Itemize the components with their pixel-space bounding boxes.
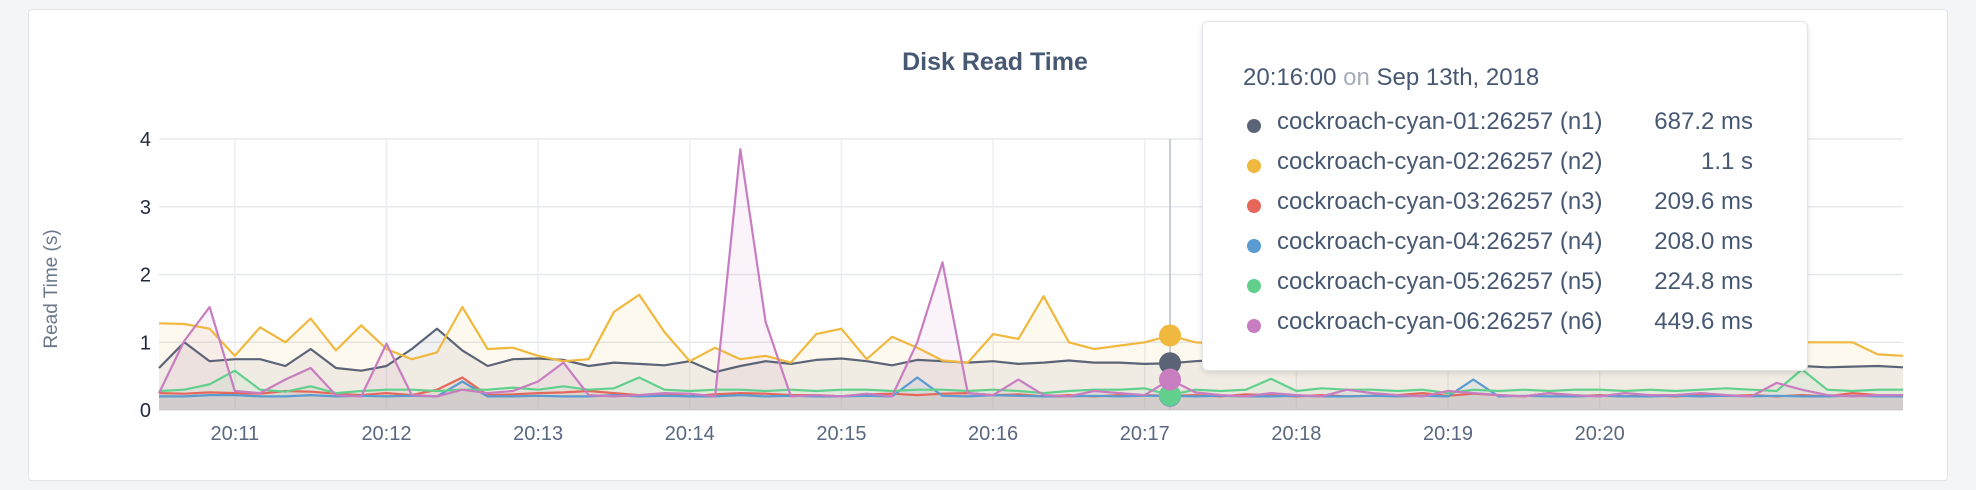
series-area-n4 (159, 377, 1903, 410)
series-value-n1: 687.2 ms (1654, 108, 1753, 135)
series-area-n2 (159, 294, 1903, 410)
x-tick-label: 20:14 (665, 423, 715, 445)
series-value-n2: 1.1 s (1700, 148, 1753, 175)
chart-title: Disk Read Time (902, 48, 1088, 76)
x-tick-label: 20:13 (513, 423, 563, 445)
series-name-n1: cockroach-cyan-01:26257 (n1) (1277, 108, 1603, 135)
series-value-n4: 208.0 ms (1654, 228, 1753, 255)
x-tick-label: 20:19 (1423, 423, 1473, 445)
series-line-n5 (158, 368, 1903, 397)
series-area-n3 (159, 377, 1903, 410)
tooltip-time: 20:16:00 (1243, 64, 1337, 91)
series-dot-n4 (1247, 239, 1261, 253)
hover-point-n6 (1159, 368, 1182, 391)
y-tick-label: 4 (140, 129, 151, 151)
series-dot-n2 (1247, 159, 1261, 173)
x-tick-label: 20:16 (968, 423, 1018, 445)
legend-row-n1: cockroach-cyan-01:26257 (n1) 687.2 ms (1243, 108, 1783, 148)
series-dot-n6 (1247, 319, 1261, 333)
y-tick-label: 3 (140, 197, 151, 219)
series-name-n5: cockroach-cyan-05:26257 (n5) (1277, 268, 1603, 295)
legend-row-n5: cockroach-cyan-05:26257 (n5) 224.8 ms (1243, 268, 1783, 308)
series-dot-n5 (1247, 279, 1261, 293)
tooltip-on-word: on (1343, 64, 1370, 91)
series-name-n2: cockroach-cyan-02:26257 (n2) (1277, 148, 1603, 175)
hover-point-n1 (1159, 352, 1182, 375)
series-name-n4: cockroach-cyan-04:26257 (n4) (1277, 228, 1603, 255)
legend-row-n6: cockroach-cyan-06:26257 (n6) 449.6 ms (1243, 308, 1783, 348)
x-tick-label: 20:15 (816, 423, 866, 445)
series-value-n5: 224.8 ms (1654, 268, 1753, 295)
y-tick-label: 1 (140, 332, 151, 354)
tooltip-date: Sep 13th, 2018 (1376, 64, 1540, 91)
x-tick-label: 20:20 (1575, 423, 1625, 445)
x-tick-label: 20:11 (211, 423, 260, 445)
hover-tooltip: 20:16:00 on Sep 13th, 2018 cockroach-cya… (1202, 21, 1808, 371)
legend-row-n3: cockroach-cyan-03:26257 (n3) 209.6 ms (1243, 188, 1783, 228)
x-tick-label: 20:12 (361, 423, 411, 445)
hover-point-n5 (1159, 384, 1182, 407)
series-line-n4 (159, 376, 1903, 398)
series-name-n3: cockroach-cyan-03:26257 (n3) (1277, 188, 1603, 215)
tooltip-timestamp: 20:16:00 on Sep 13th, 2018 (1243, 64, 1539, 92)
legend-row-n2: cockroach-cyan-02:26257 (n2) 1.1 s (1243, 148, 1783, 188)
legend-row-n4: cockroach-cyan-04:26257 (n4) 208.0 ms (1243, 228, 1783, 268)
series-area-n5 (159, 369, 1903, 410)
series-name-n6: cockroach-cyan-06:26257 (n6) (1277, 308, 1603, 335)
series-dot-n3 (1247, 199, 1261, 213)
series-value-n6: 449.6 ms (1654, 308, 1753, 335)
hover-point-n2 (1159, 324, 1182, 347)
series-line-n6 (158, 148, 1903, 398)
series-dot-n1 (1247, 119, 1261, 133)
x-tick-label: 20:17 (1120, 423, 1170, 445)
y-tick-label: 0 (140, 400, 151, 422)
y-tick-label: 2 (140, 265, 151, 287)
x-tick-label: 20:18 (1271, 423, 1321, 445)
series-value-n3: 209.6 ms (1654, 188, 1753, 215)
